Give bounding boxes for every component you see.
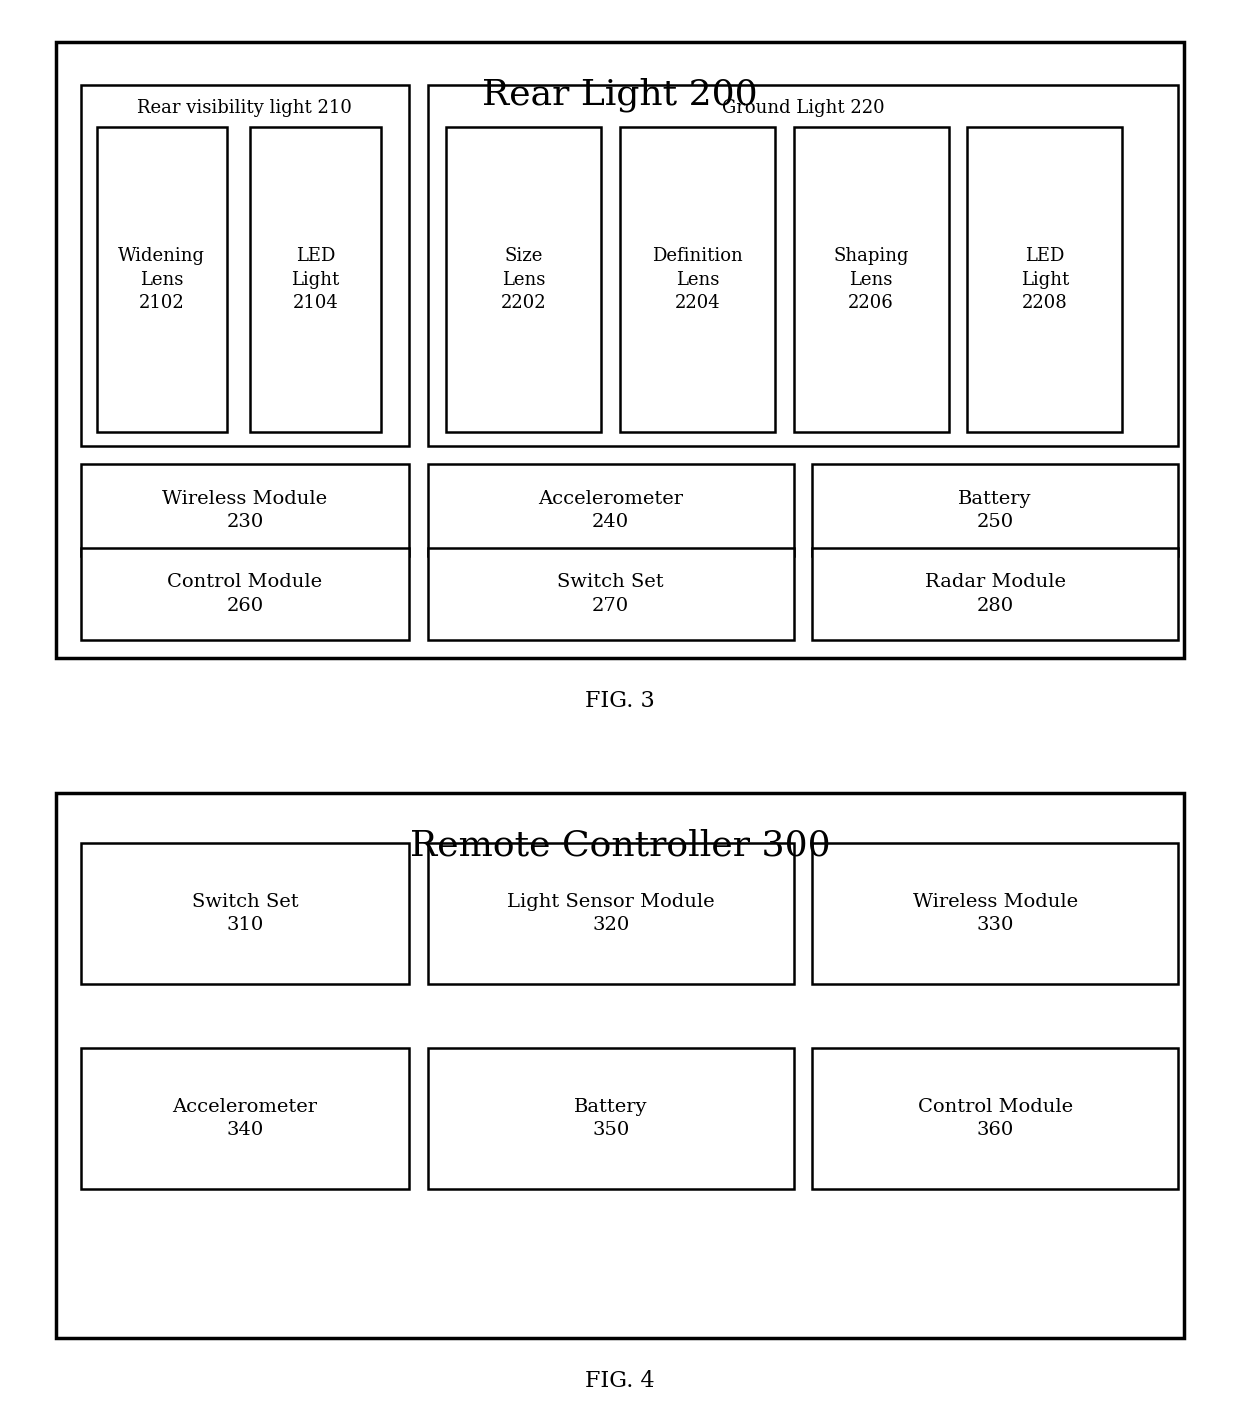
Text: Remote Controller 300: Remote Controller 300: [409, 828, 831, 862]
Text: Ground Light 220: Ground Light 220: [722, 99, 884, 118]
Bar: [812, 1048, 1178, 1189]
Text: Control Module
260: Control Module 260: [167, 573, 322, 615]
Bar: [812, 843, 1178, 984]
Bar: [81, 548, 409, 640]
Bar: [81, 843, 409, 984]
Bar: [56, 793, 1184, 1338]
Bar: [446, 127, 601, 432]
Bar: [56, 42, 1184, 658]
Bar: [428, 85, 1178, 446]
Text: Light Sensor Module
320: Light Sensor Module 320: [507, 892, 714, 935]
Text: Definition
Lens
2204: Definition Lens 2204: [652, 246, 743, 313]
Bar: [428, 548, 794, 640]
Bar: [812, 548, 1178, 640]
Text: Accelerometer
240: Accelerometer 240: [538, 490, 683, 531]
Bar: [81, 464, 409, 556]
Text: FIG. 4: FIG. 4: [585, 1369, 655, 1392]
Bar: [97, 127, 227, 432]
Text: Switch Set
270: Switch Set 270: [558, 573, 663, 615]
Text: Rear Light 200: Rear Light 200: [482, 78, 758, 112]
Bar: [250, 127, 381, 432]
Bar: [967, 127, 1122, 432]
Text: Battery
350: Battery 350: [574, 1097, 647, 1140]
Text: LED
Light
2208: LED Light 2208: [1021, 246, 1069, 313]
Bar: [428, 1048, 794, 1189]
Text: Accelerometer
340: Accelerometer 340: [172, 1097, 317, 1140]
Bar: [428, 464, 794, 556]
Bar: [794, 127, 949, 432]
Bar: [81, 1048, 409, 1189]
Text: Widening
Lens
2102: Widening Lens 2102: [118, 246, 206, 313]
Text: FIG. 3: FIG. 3: [585, 690, 655, 712]
Text: Wireless Module
330: Wireless Module 330: [913, 892, 1078, 935]
Bar: [428, 843, 794, 984]
Text: Shaping
Lens
2206: Shaping Lens 2206: [833, 246, 909, 313]
Text: Size
Lens
2202: Size Lens 2202: [501, 246, 547, 313]
Bar: [81, 85, 409, 446]
Text: Switch Set
310: Switch Set 310: [192, 892, 298, 935]
Text: Radar Module
280: Radar Module 280: [925, 573, 1065, 615]
Text: Wireless Module
230: Wireless Module 230: [162, 490, 327, 531]
Bar: [620, 127, 775, 432]
Text: Control Module
360: Control Module 360: [918, 1097, 1073, 1140]
Text: LED
Light
2104: LED Light 2104: [291, 246, 340, 313]
Text: Rear visibility light 210: Rear visibility light 210: [138, 99, 352, 118]
Bar: [812, 464, 1178, 556]
Text: Battery
250: Battery 250: [959, 490, 1032, 531]
